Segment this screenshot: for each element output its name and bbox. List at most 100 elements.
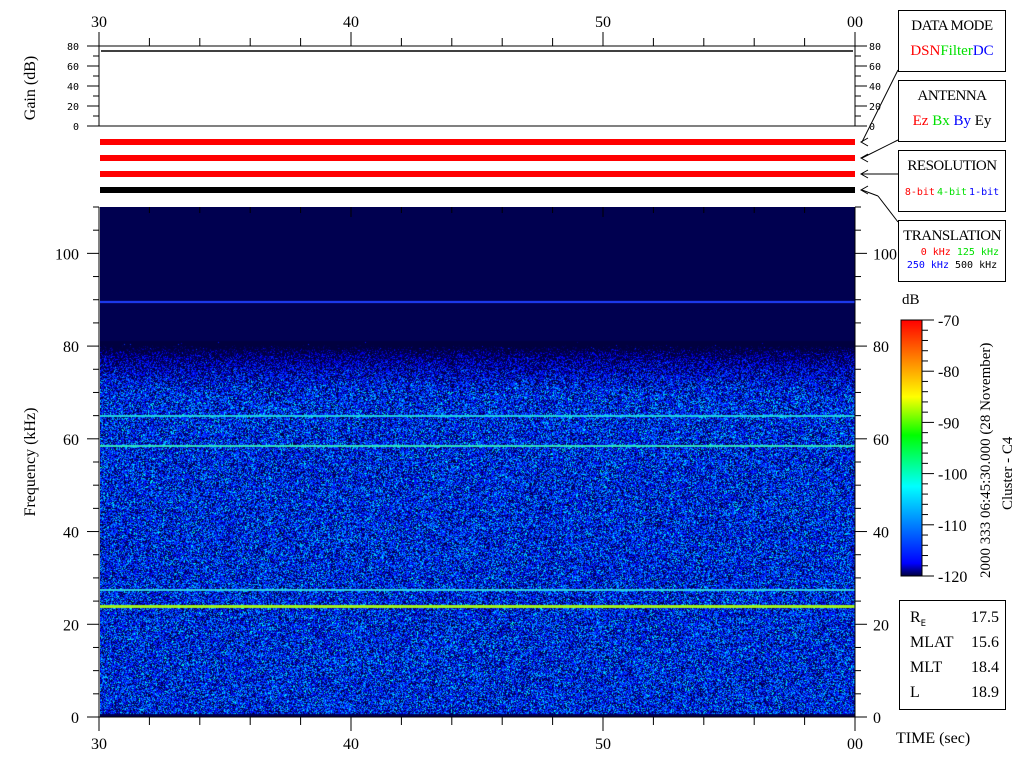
arrow-icon [859, 169, 869, 179]
colorbar-tick-label: -120 [938, 569, 967, 586]
legend-item: Filter [940, 43, 973, 59]
legend-item: 125 kHz [956, 247, 999, 258]
y-tick-label-right: 40 [873, 525, 889, 542]
orbit-label-sub: E [920, 619, 927, 630]
translation-legend: TRANSLATION 0 kHz 125 kHz 250 kHz 500 kH… [898, 220, 1006, 282]
orbit-info-row: RE 17.5 [900, 605, 1005, 630]
resolution-legend: RESOLUTION 8-bit 4-bit 1-bit [898, 150, 1006, 212]
data-mode-legend: DATA MODE DSNFilterDC [898, 10, 1006, 72]
legend-item: 4-bit [936, 187, 968, 198]
translation-items-row2: 250 kHz 500 kHz [899, 260, 1005, 271]
gain-tick-label: 60 [869, 62, 881, 73]
arrow-icon [859, 137, 869, 147]
y-tick-label: 20 [63, 617, 79, 634]
y-axis-label: Frequency (kHz) [22, 408, 39, 517]
mode-bar [100, 155, 855, 161]
x-tick-label-top: 40 [343, 14, 359, 31]
orbit-value: 18.9 [971, 684, 999, 701]
gain-panel-frame [98, 45, 856, 127]
x-tick-label-top: 00 [847, 14, 863, 31]
orbit-value: 15.6 [971, 634, 999, 651]
arrow-icon [859, 185, 869, 195]
translation-items-row1: 0 kHz 125 kHz [899, 247, 1005, 258]
colorbar [900, 319, 923, 577]
antenna-legend: ANTENNA Ez Bx By Ey [898, 80, 1006, 142]
connector-line [861, 139, 899, 159]
orbit-value: 17.5 [971, 609, 999, 626]
orbit-label: RE [910, 605, 926, 630]
x-tick-label: 50 [595, 736, 611, 753]
antenna-items: Ez Bx By Ey [899, 113, 1005, 130]
spacecraft-title: Cluster - C4 [1000, 436, 1016, 510]
resolution-title: RESOLUTION [907, 158, 997, 174]
gain-tick-label: 60 [67, 62, 79, 73]
legend-item: 1-bit [969, 187, 1000, 198]
legend-item: DSN [910, 43, 941, 59]
legend-item: 250 kHz [906, 260, 949, 271]
gain-tick-label: 20 [869, 102, 881, 113]
gain-axis-label: Gain (dB) [22, 56, 39, 120]
orbit-label: MLT [910, 659, 943, 676]
gain-tick-label: 40 [869, 82, 881, 93]
date-title: 2000 333 06:45:30.000 (28 November) [978, 343, 994, 578]
data-mode-items: DSNFilterDC [899, 43, 1005, 60]
connector-line [861, 189, 879, 197]
x-tick-label-top: 30 [91, 14, 107, 31]
legend-item: Ez [912, 113, 929, 129]
y-tick-label: 80 [63, 339, 79, 356]
mode-bar [100, 171, 855, 177]
legend-item: 8-bit [904, 187, 935, 198]
x-tick-label: 00 [847, 736, 863, 753]
y-tick-label-right: 20 [873, 617, 889, 634]
legend-item: DC [972, 43, 994, 59]
gain-tick-label: 80 [869, 42, 881, 53]
x-tick-label: 40 [343, 736, 359, 753]
mode-bar [100, 139, 855, 145]
connector-line [877, 195, 899, 223]
colorbar-tick-label: -80 [938, 364, 959, 381]
legend-item: 500 kHz [955, 260, 998, 271]
orbit-info-box: RE 17.5 MLAT 15.6 MLT 18.4 L 18.9 [899, 600, 1006, 710]
y-tick-label: 100 [55, 246, 79, 263]
gain-tick-label: 80 [67, 42, 79, 53]
y-tick-label-right: 0 [873, 710, 881, 727]
gain-tick-label: 0 [73, 122, 79, 133]
orbit-info-row: L 18.9 [900, 680, 1005, 705]
connector-line [861, 69, 899, 143]
orbit-label: MLAT [910, 634, 954, 651]
x-tick-label: 30 [91, 736, 107, 753]
gain-tick-label: 0 [869, 122, 875, 133]
gain-tick-label: 40 [67, 82, 79, 93]
y-tick-label: 60 [63, 432, 79, 449]
legend-item: Bx [932, 113, 950, 129]
y-tick-label-right: 80 [873, 339, 889, 356]
orbit-value: 18.4 [971, 659, 999, 676]
antenna-title: ANTENNA [917, 88, 988, 104]
orbit-info-row: MLT 18.4 [900, 655, 1005, 680]
legend-item: Ey [974, 113, 992, 129]
spectrogram-heatmap [100, 207, 855, 717]
colorbar-label: dB [902, 292, 920, 308]
translation-title: TRANSLATION [903, 228, 1001, 244]
resolution-items: 8-bit 4-bit 1-bit [899, 187, 1005, 198]
colorbar-tick-label: -100 [938, 467, 967, 484]
y-tick-label-right: 100 [873, 246, 897, 263]
orbit-info-row: MLAT 15.6 [900, 630, 1005, 655]
x-tick-label-top: 50 [595, 14, 611, 31]
legend-item: By [953, 113, 971, 129]
y-tick-label: 40 [63, 525, 79, 542]
colorbar-tick-label: -110 [938, 518, 967, 535]
colorbar-tick-label: -70 [938, 313, 959, 330]
data-mode-title: DATA MODE [911, 18, 993, 34]
colorbar-tick-label: -90 [938, 415, 959, 432]
mode-bar [100, 187, 855, 193]
orbit-label: L [910, 684, 920, 701]
y-tick-label: 0 [71, 710, 79, 727]
arrow-icon [859, 153, 869, 163]
legend-item: 0 kHz [920, 247, 951, 258]
y-tick-label-right: 60 [873, 432, 889, 449]
x-axis-label: TIME (sec) [896, 730, 970, 747]
gain-tick-label: 20 [67, 102, 79, 113]
